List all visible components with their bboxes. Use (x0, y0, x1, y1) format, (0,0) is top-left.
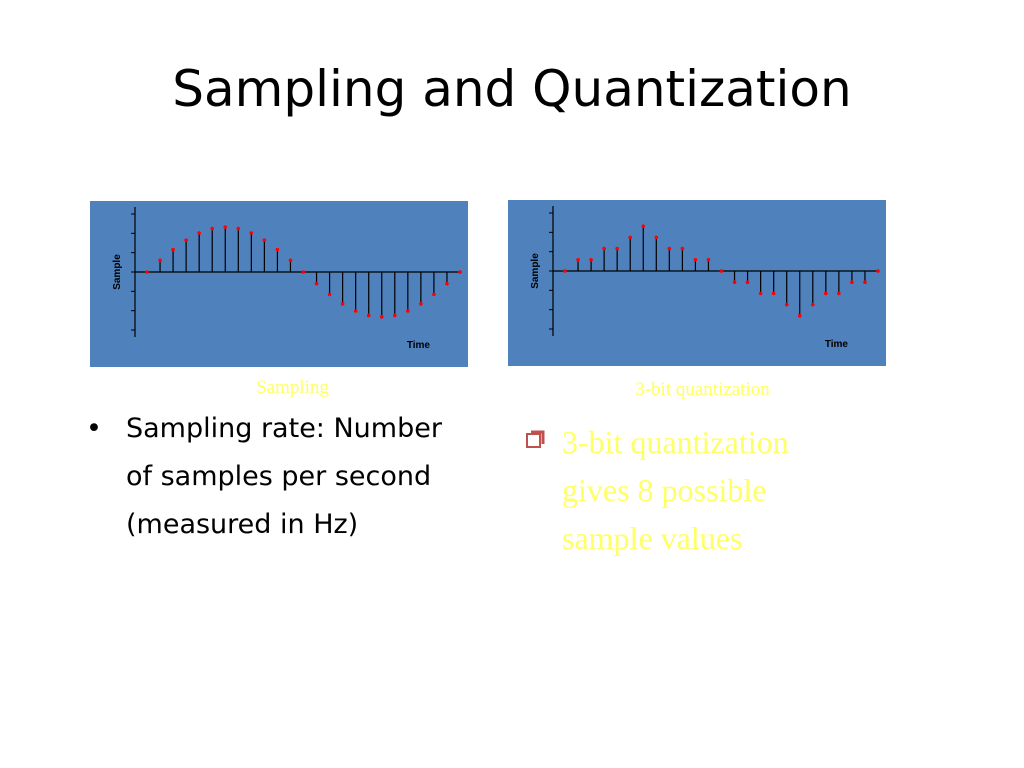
sample-stems (563, 224, 880, 318)
sampling-chart: Sample Time (112, 207, 462, 351)
sampling-chart-panel: Sample Time (90, 201, 468, 367)
sample-point (837, 291, 841, 296)
sample-point (432, 292, 436, 297)
sample-point (366, 313, 371, 318)
sample-point (876, 269, 880, 273)
sample-point (210, 226, 215, 231)
sample-point (654, 235, 659, 240)
sample-point (327, 292, 332, 297)
sample-point (719, 269, 724, 273)
sample-stems (145, 225, 462, 319)
bullet-text: 3-bit quantization gives 8 possible samp… (562, 424, 789, 556)
square-bullet-icon (526, 430, 545, 448)
bullet-text: Sampling rate: Number of samples per sec… (126, 413, 442, 540)
y-axis-label: Sample (530, 253, 541, 289)
y-axis-label: Sample (112, 254, 123, 290)
sample-point (379, 315, 384, 319)
sample-point (197, 231, 201, 235)
slide-title: Sampling and Quantization (172, 60, 852, 118)
x-axis-label: Time (407, 340, 431, 351)
sample-point (824, 291, 828, 296)
y-ticks (549, 212, 553, 330)
sample-point (667, 246, 672, 251)
sample-point (288, 258, 293, 263)
sample-point (353, 309, 358, 313)
sample-point (615, 246, 619, 251)
sample-point (392, 313, 397, 318)
sample-point (732, 280, 737, 285)
sample-point (680, 246, 685, 251)
sampling-caption: Sampling (256, 377, 329, 398)
sample-point (706, 257, 711, 262)
sample-point (784, 302, 789, 307)
quantization-caption: 3-bit quantization (635, 379, 770, 400)
sample-point (223, 225, 228, 229)
sample-point (458, 270, 462, 274)
sample-point (576, 257, 580, 262)
sample-point (236, 226, 241, 231)
sample-point (602, 246, 606, 251)
sample-point (693, 257, 698, 262)
sample-point (145, 270, 149, 274)
sample-point (301, 270, 306, 274)
sample-point (171, 247, 175, 252)
sample-point (589, 257, 593, 262)
sample-point (314, 281, 319, 286)
sample-point (445, 281, 449, 286)
y-ticks (131, 213, 135, 331)
x-axis-label: Time (825, 339, 849, 350)
bullet-dot-icon: • (86, 413, 102, 444)
sample-point (850, 280, 854, 285)
sample-point (641, 224, 646, 228)
quantization-chart: Sample Time (530, 206, 880, 350)
sample-point (184, 238, 188, 242)
sample-point (249, 231, 254, 235)
sample-point (745, 280, 750, 285)
sample-point (340, 302, 345, 306)
sample-point (262, 238, 267, 242)
sample-point (863, 280, 867, 285)
sample-point (810, 302, 815, 307)
sample-point (771, 291, 776, 296)
sample-point (419, 302, 423, 306)
sample-point (158, 258, 162, 263)
quantization-chart-panel: Sample Time (508, 200, 886, 366)
sample-point (563, 269, 567, 273)
sample-point (628, 235, 633, 240)
sample-point (275, 247, 280, 252)
sample-point (797, 314, 802, 318)
sample-point (406, 309, 410, 313)
sample-point (758, 291, 763, 296)
